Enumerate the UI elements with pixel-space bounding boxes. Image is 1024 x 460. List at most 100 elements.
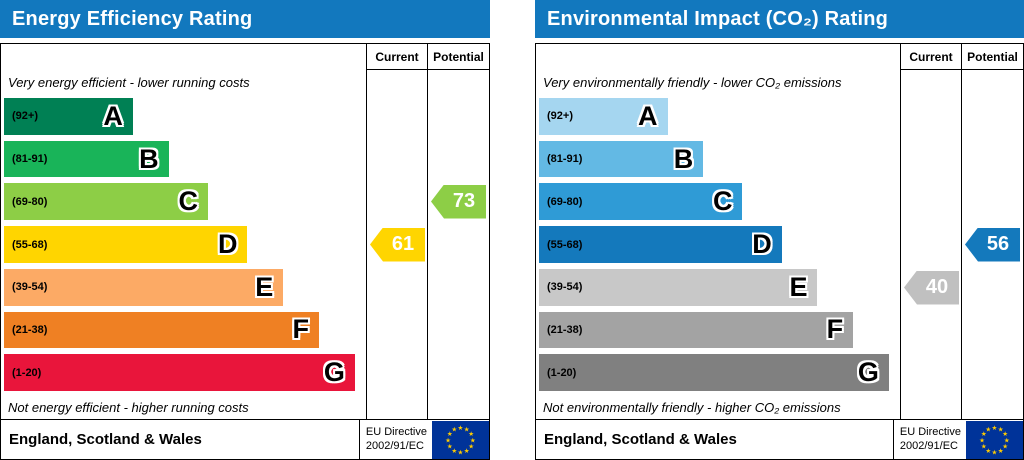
- eu-directive-section: EU Directive 2002/91/EC ★ ★ ★ ★ ★ ★ ★ ★ ★ ★ ★ ★: [358, 420, 489, 459]
- potential-column-header: Potential: [962, 44, 1023, 70]
- band-bar-a: (92+) A: [4, 97, 133, 135]
- band-range-label: (1-20): [12, 366, 42, 379]
- svg-text:★: ★: [992, 448, 998, 456]
- band-row-b: (81-91) B: [4, 138, 362, 181]
- table-header-spacer: [536, 44, 901, 70]
- band-row-g: (1-20) G: [4, 351, 362, 394]
- band-row-g: (1-20) G: [539, 351, 896, 394]
- band-range-label: (81-91): [547, 153, 583, 166]
- eu-directive-line1: EU Directive: [899, 425, 961, 438]
- svg-text:★: ★: [447, 430, 453, 438]
- band-bar-e: (39-54) E: [539, 268, 818, 306]
- band-bar-f: (21-38) F: [539, 311, 854, 349]
- band-row-f: (21-38) F: [539, 309, 896, 352]
- band-bar-f: (21-38) F: [4, 311, 320, 349]
- band-letter: E: [789, 271, 808, 302]
- svg-text:★: ★: [468, 442, 474, 450]
- band-row-d: (55-68) D: [539, 223, 896, 266]
- bottom-note: Not energy efficient - higher running co…: [8, 399, 249, 415]
- band-bar-c: (69-80) C: [4, 183, 209, 221]
- energy-efficiency-panel: Energy Efficiency Rating Current Potenti…: [0, 0, 490, 460]
- svg-text:★: ★: [451, 446, 457, 454]
- band-row-a: (92+) A: [539, 95, 896, 138]
- bands-area: Very environmentally friendly - lower CO…: [536, 70, 901, 419]
- rating-table: Current Potential Very environmentally f…: [535, 43, 1024, 460]
- band-range-label: (39-54): [547, 281, 583, 294]
- band-bar-d: (55-68) D: [4, 226, 248, 263]
- current-column-header: Current: [367, 44, 428, 70]
- svg-text:★: ★: [981, 430, 987, 438]
- current-column-header: Current: [901, 44, 962, 70]
- band-row-c: (69-80) C: [539, 180, 896, 223]
- band-bar-d: (55-68) D: [539, 226, 782, 263]
- band-letter: C: [712, 186, 733, 217]
- svg-text:★: ★: [458, 448, 464, 456]
- potential-column: 73: [428, 70, 489, 419]
- band-letter: G: [857, 357, 879, 388]
- bottom-note: Not environmentally friendly - higher CO…: [543, 399, 841, 415]
- svg-text:★: ★: [985, 446, 991, 454]
- band-bar-b: (81-91) B: [4, 140, 169, 178]
- band-range-label: (55-68): [12, 238, 48, 251]
- svg-text:★: ★: [1002, 430, 1008, 438]
- band-list: (92+) A (81-91) B (69-80) C (55-68) D (39-54) E (2…: [1, 94, 366, 395]
- band-letter: G: [323, 357, 345, 388]
- top-note: Very energy efficient - lower running co…: [8, 74, 250, 90]
- band-bar-g: (1-20) G: [4, 354, 355, 392]
- svg-text:★: ★: [1002, 442, 1008, 450]
- band-letter: C: [178, 186, 199, 217]
- panel-title: Environmental Impact (CO₂) Rating: [535, 0, 1024, 38]
- band-bar-c: (69-80) C: [539, 183, 743, 221]
- band-range-label: (21-38): [12, 323, 48, 336]
- potential-column-header: Potential: [428, 44, 489, 70]
- band-letter: F: [826, 314, 844, 345]
- band-row-e: (39-54) E: [4, 266, 362, 309]
- table-footer: England, Scotland & Wales EU Directive 2…: [1, 419, 489, 459]
- region-label: England, Scotland & Wales: [544, 431, 737, 448]
- eu-flag-icon: ★ ★★★★★★★★★★★: [432, 420, 489, 459]
- band-letter: D: [217, 229, 238, 259]
- svg-text:★: ★: [464, 425, 470, 433]
- band-list: (92+) A (81-91) B (69-80) C (55-68) D (39-54) E (2…: [536, 94, 900, 395]
- svg-text:★: ★: [447, 442, 453, 450]
- svg-text:★: ★: [981, 442, 987, 450]
- band-letter: E: [255, 271, 274, 302]
- svg-text:★: ★: [458, 423, 464, 431]
- potential-column: 56: [962, 70, 1023, 419]
- eu-directive-label: EU Directive 2002/91/EC: [900, 426, 966, 454]
- band-range-label: (39-54): [12, 281, 48, 294]
- eu-flag-icon: ★ ★★★★★★★★★★★: [966, 420, 1023, 459]
- band-letter: B: [673, 143, 694, 174]
- potential-rating-tag: 73: [431, 184, 486, 219]
- band-range-label: (55-68): [547, 238, 583, 251]
- svg-text:★: ★: [998, 446, 1004, 454]
- rating-table: Current Potential Very energy efficient …: [0, 43, 490, 460]
- band-letter: B: [139, 143, 159, 174]
- svg-text:★: ★: [992, 423, 998, 431]
- band-bar-a: (92+) A: [539, 97, 668, 135]
- panel-title: Energy Efficiency Rating: [0, 0, 490, 38]
- environmental-impact-panel: Environmental Impact (CO₂) Rating Curren…: [535, 0, 1024, 460]
- svg-text:★: ★: [451, 425, 457, 433]
- band-row-d: (55-68) D: [4, 223, 362, 266]
- potential-rating-tag: 56: [965, 227, 1020, 262]
- band-row-b: (81-91) B: [539, 138, 896, 181]
- band-row-a: (92+) A: [4, 95, 362, 138]
- svg-text:★: ★: [445, 436, 451, 444]
- svg-text:★: ★: [998, 425, 1004, 433]
- band-range-label: (69-80): [12, 195, 48, 208]
- band-row-e: (39-54) E: [539, 266, 896, 309]
- band-range-label: (69-80): [547, 195, 583, 208]
- svg-text:★: ★: [470, 436, 476, 444]
- current-rating-tag: 61: [370, 227, 425, 262]
- eu-directive-section: EU Directive 2002/91/EC ★ ★ ★ ★ ★ ★ ★ ★ ★ ★ ★ ★: [892, 420, 1023, 459]
- band-range-label: (92+): [12, 110, 38, 123]
- svg-text:★: ★: [468, 430, 474, 438]
- band-letter: F: [292, 314, 310, 345]
- top-note: Very environmentally friendly - lower CO…: [543, 74, 842, 90]
- band-bar-b: (81-91) B: [539, 140, 704, 178]
- band-bar-e: (39-54) E: [4, 268, 284, 306]
- band-letter: A: [638, 100, 658, 131]
- band-row-f: (21-38) F: [4, 309, 362, 352]
- svg-text:★: ★: [979, 436, 985, 444]
